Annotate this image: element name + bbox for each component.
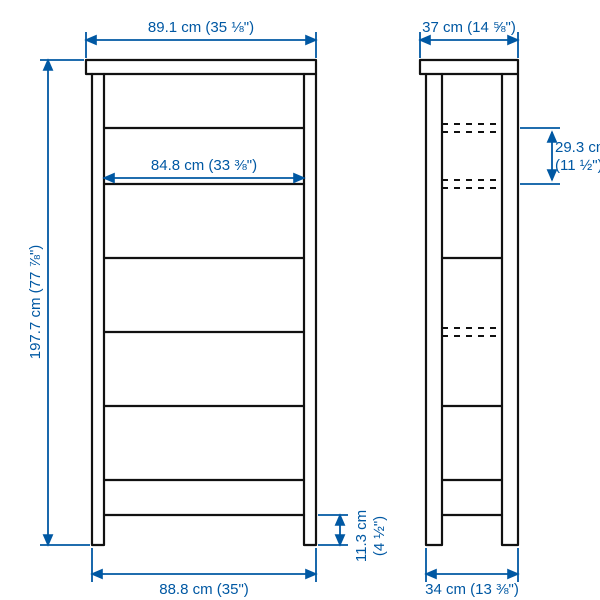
dim-foot-l2: (4 ½"): [371, 516, 388, 556]
dim-height-label: 197.7 cm (77 ⅞"): [27, 245, 44, 360]
dim-depth-top-label: 37 cm (14 ⅝"): [422, 19, 516, 36]
dim-height: 197.7 cm (77 ⅞"): [27, 60, 90, 545]
side-view: [420, 60, 518, 545]
dim-depth-top: 37 cm (14 ⅝"): [420, 19, 518, 58]
front-view: [86, 60, 316, 545]
dim-inner-width-label: 84.8 cm (33 ⅜"): [151, 157, 257, 174]
dim-foot-l1: 11.3 cm: [353, 510, 370, 562]
dim-gap-l2: (11 ½"): [555, 157, 600, 174]
dim-foot-height: 11.3 cm (4 ½"): [318, 510, 388, 562]
dim-inner-width: 84.8 cm (33 ⅜"): [104, 157, 304, 178]
dim-base-width-label: 88.8 cm (35"): [159, 581, 249, 598]
dimension-diagram: 89.1 cm (35 ⅛") 84.8 cm (33 ⅜") 197.7 cm…: [0, 0, 600, 600]
dim-base-width: 88.8 cm (35"): [92, 548, 316, 598]
dim-depth-base: 34 cm (13 ⅜"): [425, 548, 519, 598]
dim-depth-base-label: 34 cm (13 ⅜"): [425, 581, 519, 598]
dim-top-width: 89.1 cm (35 ⅛"): [86, 19, 316, 58]
dim-top-width-label: 89.1 cm (35 ⅛"): [148, 19, 254, 36]
dim-gap-l1: 29.3 cm: [555, 139, 600, 156]
dim-shelf-gap: 29.3 cm (11 ½"): [520, 128, 600, 184]
